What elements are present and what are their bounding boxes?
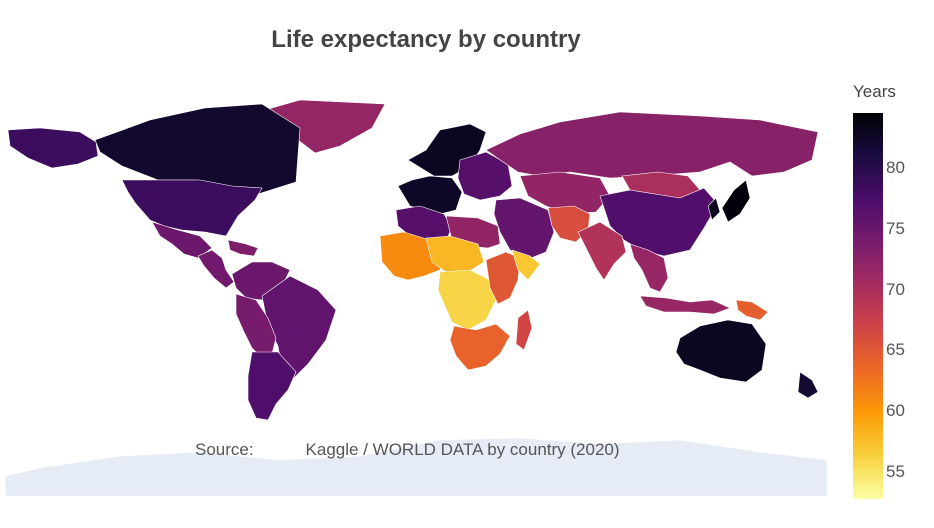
colorbar-tick: 80	[886, 157, 905, 177]
colorbar-tick: 60	[886, 401, 905, 421]
region-india[interactable]: India	[577, 221, 627, 281]
region-antarctica[interactable]: Antarctica	[4, 437, 828, 497]
colorbar-tick: 75	[886, 218, 905, 238]
source-note: Source: Kaggle / WORLD DATA by country (…	[195, 440, 620, 459]
region-east-africa[interactable]: East Africa	[485, 251, 521, 305]
region-caribbean[interactable]: Caribbean	[227, 239, 259, 257]
region-sahel[interactable]: Sahel	[425, 235, 485, 273]
region-argentina-chile[interactable]: Argentina / Chile	[247, 351, 297, 421]
region-horn-of-africa[interactable]: Horn of Africa	[511, 249, 541, 281]
region-australia[interactable]: Australia	[675, 319, 767, 383]
region-alaska[interactable]: Alaska	[7, 127, 99, 169]
region-mexico[interactable]: Mexico	[151, 221, 213, 259]
region-united-states[interactable]: United States	[121, 179, 263, 237]
region-eastern-europe[interactable]: Eastern Europe	[457, 151, 513, 201]
region-southeast-asia[interactable]: Southeast Asia	[629, 243, 669, 293]
region-papua-new-guinea[interactable]: Papua New Guinea	[735, 299, 769, 321]
region-madagascar[interactable]: Madagascar	[515, 309, 533, 351]
region-indonesia[interactable]: Indonesia	[639, 295, 731, 315]
region-new-zealand[interactable]: New Zealand	[797, 371, 819, 399]
region-japan[interactable]: Japan	[721, 179, 751, 223]
colorbar-tick: 55	[886, 462, 905, 482]
region-southern-africa[interactable]: Southern Africa	[449, 323, 511, 371]
map-title: Life expectancy by country	[271, 26, 581, 53]
colorbar-tick: 65	[886, 340, 905, 360]
colorbar-tick: 70	[886, 279, 905, 299]
colorbar	[853, 113, 883, 499]
colorbar-title: Years	[853, 82, 896, 101]
region-korea[interactable]: Korea	[707, 197, 721, 221]
region-kazakhstan-central-asia[interactable]: Kazakhstan / Central Asia	[519, 171, 611, 215]
region-middle-east[interactable]: Middle East	[493, 197, 555, 261]
region-central-africa[interactable]: Central Africa	[437, 269, 497, 331]
